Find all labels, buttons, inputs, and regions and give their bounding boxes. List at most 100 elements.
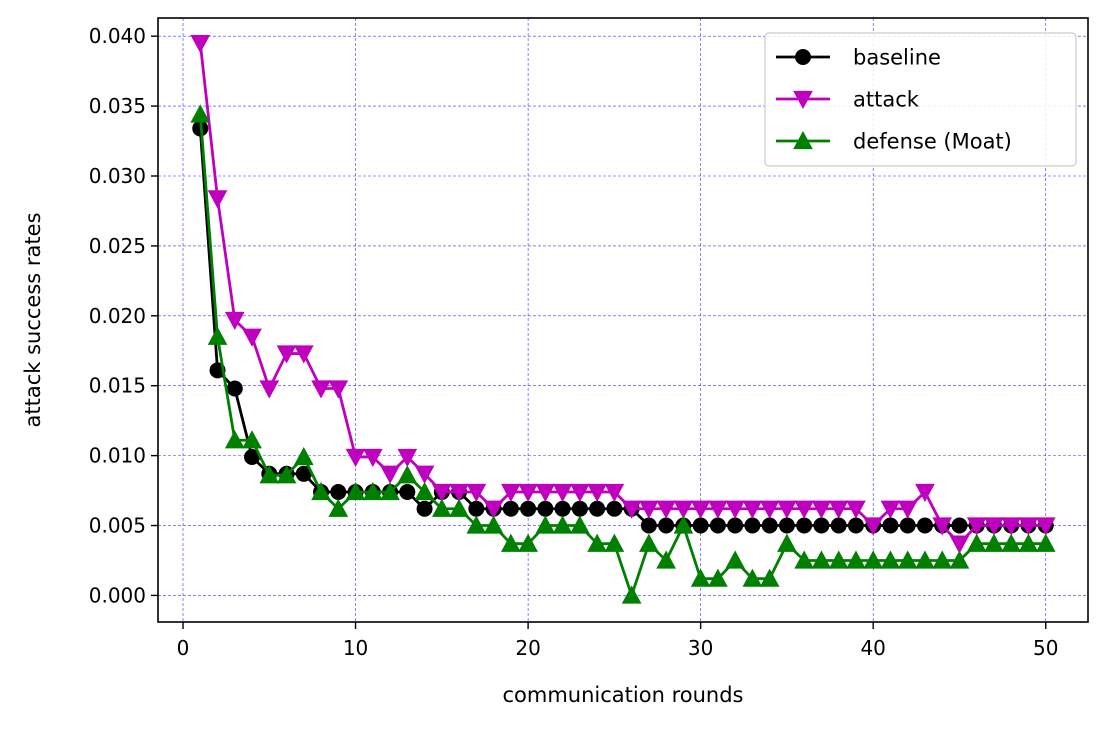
data-point	[537, 500, 554, 517]
legend-marker	[795, 49, 811, 65]
data-point	[259, 465, 280, 484]
data-point	[673, 515, 694, 534]
data-point	[951, 517, 968, 534]
data-point	[880, 550, 901, 569]
data-point	[397, 448, 418, 468]
legend-entry: baseline	[776, 46, 941, 70]
series-baseline	[192, 120, 1054, 534]
data-point	[1035, 533, 1056, 552]
data-point	[708, 568, 728, 587]
y-tick-label: 0.020	[89, 304, 146, 328]
data-point	[863, 517, 884, 536]
data-point	[1001, 517, 1022, 536]
data-point	[742, 568, 763, 587]
data-point	[966, 533, 987, 552]
legend-box	[764, 32, 1077, 167]
series-layer	[190, 35, 1056, 604]
data-point	[276, 465, 297, 484]
data-point	[692, 517, 709, 534]
data-point	[311, 481, 331, 501]
data-point	[466, 515, 487, 534]
data-point	[224, 430, 245, 449]
data-point	[984, 517, 1004, 536]
data-point	[759, 500, 780, 519]
data-point	[932, 517, 953, 536]
data-point	[328, 498, 349, 517]
y-axis-label: attack success rates	[21, 212, 45, 427]
data-point	[915, 550, 935, 569]
data-point	[604, 533, 625, 552]
data-point	[362, 448, 383, 468]
data-point	[311, 380, 331, 399]
data-point	[880, 500, 901, 519]
data-point	[501, 483, 521, 503]
data-point	[587, 533, 607, 552]
data-point	[483, 515, 504, 534]
series-defense-moat	[190, 104, 1056, 604]
legend-label: defense (Moat)	[853, 130, 1012, 154]
y-tick-label: 0.005	[89, 514, 146, 538]
data-point	[742, 500, 763, 519]
x-axis: 0 10 20 30 40 50	[177, 622, 1058, 660]
data-point	[621, 585, 642, 604]
grid	[158, 18, 1088, 622]
data-point	[744, 517, 761, 534]
data-point	[431, 483, 452, 503]
data-point	[1018, 517, 1039, 536]
legend-marker	[793, 130, 813, 150]
data-point	[518, 483, 538, 503]
data-point	[552, 483, 573, 503]
data-point	[431, 498, 452, 517]
data-point	[1001, 533, 1022, 552]
data-point	[966, 517, 987, 536]
data-point	[828, 500, 849, 519]
data-point	[759, 568, 780, 587]
x-tick-label: 0	[177, 636, 190, 660]
data-point	[501, 533, 521, 552]
x-tick-label: 50	[1033, 636, 1058, 660]
data-point	[811, 500, 832, 519]
data-point	[949, 535, 970, 554]
data-point	[621, 500, 642, 519]
data-point	[658, 517, 675, 534]
data-point	[587, 483, 607, 503]
data-point	[345, 448, 366, 468]
data-point	[468, 500, 485, 517]
data-point	[414, 465, 435, 484]
y-tick-label: 0.000	[89, 583, 146, 607]
data-point	[882, 517, 899, 534]
data-point	[897, 550, 918, 569]
data-point	[483, 500, 504, 519]
data-point	[777, 533, 797, 552]
data-point	[640, 517, 657, 534]
data-point	[293, 446, 314, 466]
data-point	[259, 380, 280, 399]
data-point	[397, 465, 418, 484]
data-point	[727, 517, 744, 534]
data-point	[778, 517, 795, 534]
data-point	[604, 483, 625, 503]
data-point	[242, 328, 262, 347]
y-tick-label: 0.025	[89, 234, 146, 258]
x-axis-label: communication rounds	[503, 683, 744, 707]
data-point	[207, 190, 228, 209]
data-point	[293, 345, 314, 364]
data-point	[449, 498, 469, 517]
data-point	[690, 568, 711, 587]
data-point	[813, 517, 830, 534]
data-point	[984, 533, 1004, 552]
plot-area-frame	[157, 17, 1089, 623]
x-tick-label: 10	[343, 636, 368, 660]
data-point	[709, 517, 726, 534]
data-point	[794, 500, 815, 519]
data-point	[226, 380, 243, 397]
data-point	[207, 326, 228, 345]
data-point	[949, 550, 970, 569]
data-point	[330, 483, 347, 500]
data-point	[606, 500, 623, 517]
data-point	[639, 500, 659, 519]
data-point	[554, 500, 571, 517]
data-point	[1018, 533, 1039, 552]
data-point	[414, 481, 435, 501]
y-tick-label: 0.010	[89, 444, 146, 468]
